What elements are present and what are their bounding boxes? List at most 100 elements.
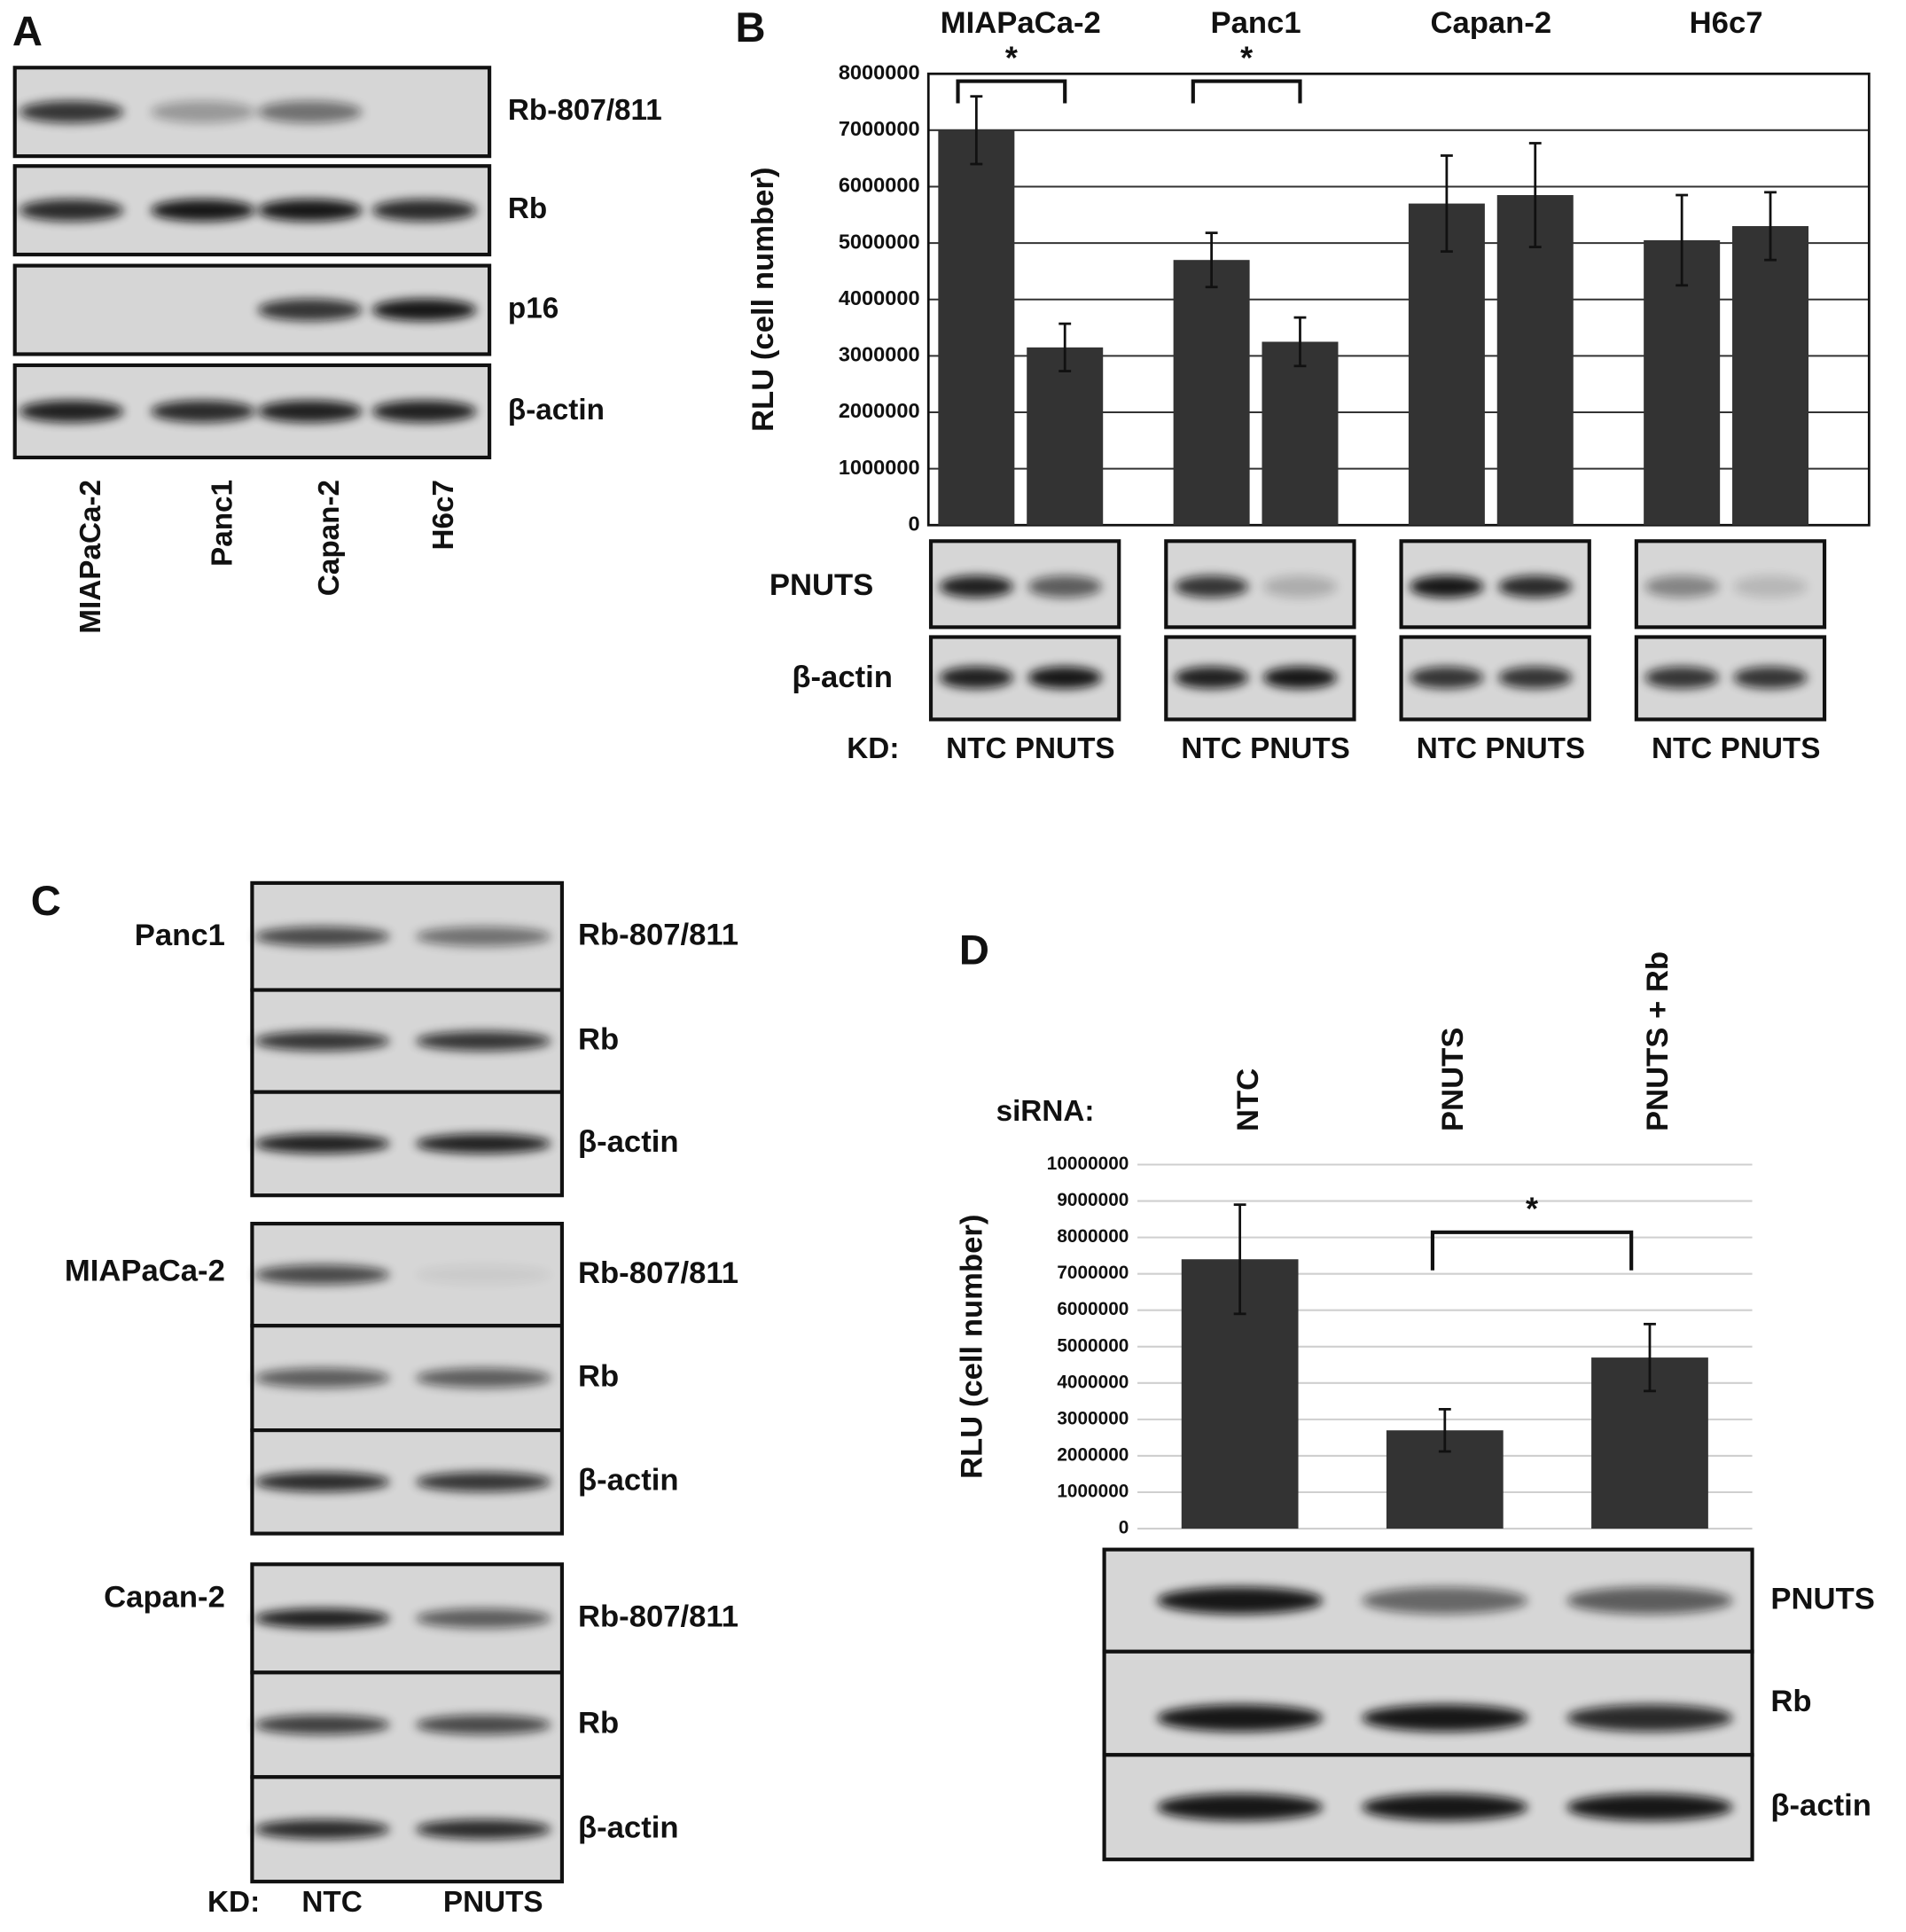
y-tick-label: 1000000 xyxy=(1057,1482,1129,1502)
blot-band xyxy=(939,666,1013,689)
blot-label: β-actin xyxy=(1770,1788,1871,1822)
group-label: KD: xyxy=(847,732,899,765)
blot-label: Rb xyxy=(578,1359,619,1393)
blot-band xyxy=(1498,666,1573,689)
significance-bracket xyxy=(956,79,1067,104)
blot-band xyxy=(415,1264,551,1285)
y-axis-label: RLU (cell number) xyxy=(746,168,780,432)
group-label: siRNA: xyxy=(996,1095,1095,1128)
blot-band xyxy=(1733,575,1808,598)
blot-band xyxy=(1157,1586,1324,1615)
blot-band xyxy=(1027,666,1102,689)
blot-band xyxy=(415,1472,551,1492)
blot-label: Rb xyxy=(508,192,547,225)
group-title: MIAPaCa-2 xyxy=(941,6,1101,40)
blot-label: PNUTS xyxy=(1770,1582,1874,1615)
blot-band xyxy=(150,199,255,222)
lane-label: MIAPaCa-2 xyxy=(74,480,107,634)
blot-band xyxy=(1566,1586,1733,1615)
blot-band xyxy=(1566,1793,1733,1821)
blot-band xyxy=(415,1715,551,1735)
lane-label: H6c7 xyxy=(427,480,460,551)
blot-band xyxy=(1262,575,1338,598)
y-tick-label: 8000000 xyxy=(1057,1226,1129,1247)
lane-label: PNUTS xyxy=(1250,732,1350,765)
blot-band xyxy=(415,1031,551,1052)
blot-label: β-actin xyxy=(792,661,893,694)
y-tick-label: 5000000 xyxy=(1057,1335,1129,1356)
panel-letter: A xyxy=(12,7,43,54)
blot-label: β-actin xyxy=(578,1125,679,1159)
blot-band xyxy=(1262,666,1338,689)
panel-letter: D xyxy=(959,926,989,973)
blot-band xyxy=(254,1133,390,1154)
y-tick-label: 1000000 xyxy=(839,456,920,479)
blot-label: Rb xyxy=(1770,1685,1811,1718)
y-tick-label: 4000000 xyxy=(839,286,920,309)
lane-label: NTC xyxy=(1652,732,1712,765)
blot-label: Rb-807/811 xyxy=(578,918,738,951)
lane-label: Capan-2 xyxy=(313,480,346,596)
blot-band xyxy=(1410,666,1484,689)
blot-band xyxy=(1157,1704,1324,1732)
y-tick-label: 0 xyxy=(908,512,919,535)
bar xyxy=(1496,195,1574,526)
blot-band xyxy=(1733,666,1808,689)
blot-band xyxy=(150,100,255,123)
lane-label: PNUTS xyxy=(1485,732,1585,765)
y-tick-label: 2000000 xyxy=(839,399,920,422)
significance-star: * xyxy=(1005,39,1018,75)
y-tick-label: 3000000 xyxy=(1057,1408,1129,1428)
blot-band xyxy=(254,1715,390,1735)
blot-band xyxy=(257,199,363,222)
bar xyxy=(1262,341,1339,526)
cell-line-label: Panc1 xyxy=(135,919,225,952)
blot-label: Rb-807/811 xyxy=(508,94,662,127)
bar xyxy=(1173,260,1250,526)
blot-band xyxy=(1498,575,1573,598)
blot-band xyxy=(415,927,551,947)
plot-frame xyxy=(926,72,1871,527)
category-label: PNUTS xyxy=(1436,1028,1470,1131)
panel-letter: C xyxy=(31,877,61,924)
blot-band xyxy=(371,400,477,423)
blot-frame xyxy=(1102,1649,1754,1757)
y-tick-label: 4000000 xyxy=(1057,1372,1129,1392)
lane-label: NTC xyxy=(301,1886,362,1919)
bar xyxy=(1732,226,1809,526)
blot-band xyxy=(254,1031,390,1052)
group-title: Capan-2 xyxy=(1430,6,1551,40)
category-label: NTC xyxy=(1231,1068,1265,1131)
blot-label: Rb-807/811 xyxy=(578,1600,738,1633)
y-axis-label: RLU (cell number) xyxy=(956,1215,989,1479)
lane-label: PNUTS xyxy=(443,1886,543,1919)
significance-bracket xyxy=(1430,1230,1634,1271)
blot-band xyxy=(1362,1793,1528,1821)
y-tick-label: 7000000 xyxy=(1057,1263,1129,1283)
group-title: H6c7 xyxy=(1690,6,1763,40)
panel-letter: B xyxy=(735,4,765,51)
significance-bracket xyxy=(1191,79,1302,104)
bar xyxy=(1027,347,1104,526)
blot-band xyxy=(415,1133,551,1154)
category-label: PNUTS + Rb xyxy=(1641,951,1675,1131)
blot-band xyxy=(1175,666,1249,689)
lane-label: NTC xyxy=(1417,732,1477,765)
blot-label: p16 xyxy=(508,292,559,325)
blot-band xyxy=(1566,1704,1733,1732)
bar xyxy=(938,129,1015,526)
blot-band xyxy=(19,100,124,123)
blot-label: Rb xyxy=(578,1022,619,1056)
blot-band xyxy=(1410,575,1484,598)
blot-band xyxy=(254,1368,390,1388)
blot-band xyxy=(1027,575,1102,598)
blot-label: β-actin xyxy=(508,394,605,426)
blot-band xyxy=(415,1608,551,1629)
group-title: Panc1 xyxy=(1210,6,1301,40)
cell-line-label: MIAPaCa-2 xyxy=(65,1255,225,1288)
y-tick-label: 8000000 xyxy=(839,60,920,83)
y-tick-label: 3000000 xyxy=(839,343,920,366)
y-tick-label: 0 xyxy=(1119,1518,1129,1538)
blot-band xyxy=(254,1472,390,1492)
